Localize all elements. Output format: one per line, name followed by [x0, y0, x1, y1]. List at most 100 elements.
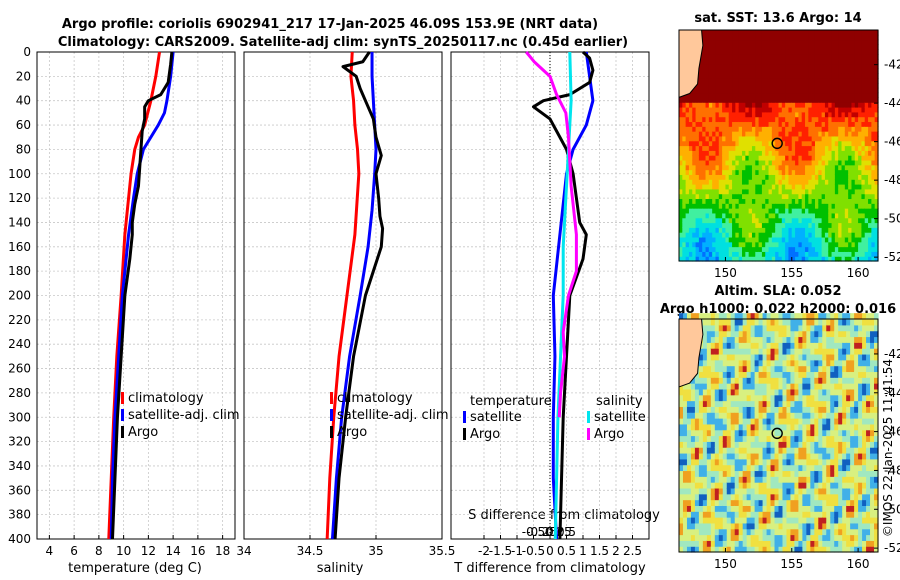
sla-map-cell [694, 505, 700, 512]
sla-map-cell [750, 499, 756, 506]
sst-map-cell [738, 256, 743, 262]
difference-xlabel: T difference from climatology [453, 561, 646, 576]
sst-map-cell [838, 97, 843, 103]
sla-map-cell [850, 447, 855, 454]
sst-map-cell [695, 121, 700, 127]
sst-map-cell [805, 208, 809, 214]
sla-map-cell [806, 319, 811, 326]
sla-map-cell [710, 406, 716, 413]
sla-map-cell [690, 400, 696, 407]
sla-map-cell [806, 470, 811, 477]
sst-map-cell [824, 241, 829, 248]
sst-map-cell [851, 44, 856, 50]
sst-map-cell [728, 82, 733, 89]
sla-map-cell [850, 377, 855, 384]
sst-map-cell [788, 150, 793, 156]
sst-map-cell [844, 131, 849, 137]
sst-map-cell [831, 145, 836, 151]
sla-map-cell [742, 330, 748, 338]
sst-map-cell [871, 179, 876, 185]
sst-map-cell [831, 193, 836, 200]
sla-map-cell [754, 388, 760, 396]
sla-map-cell [842, 423, 847, 431]
sla-map-cell [814, 493, 819, 501]
sla-map-cell [842, 540, 847, 547]
sst-map-cell [692, 193, 697, 200]
sst-map-cell [844, 107, 849, 113]
sst-map-cell [805, 73, 809, 79]
sst-map-cell [828, 256, 833, 262]
sst-map-cell [868, 116, 872, 123]
sst-map-cell [765, 126, 770, 132]
sst-map-cell [834, 150, 839, 156]
sla-map-cell [778, 429, 784, 437]
sst-map-cell [742, 107, 746, 113]
sla-map-cell [862, 499, 867, 506]
sst-map-cell [758, 203, 763, 209]
diff-xtick-label: 2 [612, 544, 620, 558]
sst-map-cell [814, 73, 819, 79]
sst-map-frame [678, 29, 879, 262]
sst-map-cell [718, 179, 723, 185]
sla-map-cell [782, 447, 788, 454]
sst-map-cell [748, 135, 753, 142]
sla-map-cell [786, 546, 792, 553]
sla-map-cell [754, 406, 760, 413]
sla-map-cell [822, 377, 827, 384]
sla-map-cell [730, 348, 736, 355]
sst-map-cell [742, 174, 746, 180]
sla-map-cell [790, 435, 796, 442]
sst-map-cell [718, 227, 723, 233]
sla-map-cell [690, 517, 696, 524]
sst-map-cell [692, 135, 697, 142]
sst-map-cell [705, 82, 710, 89]
sla-map-cell [778, 365, 784, 373]
sst-map-cell [775, 116, 780, 123]
sst-map-cell [722, 131, 727, 137]
sla-map-cell [690, 534, 696, 541]
sst-map-cell [718, 107, 723, 113]
sst-map-cell [791, 256, 796, 262]
sst-map-cell [688, 169, 693, 175]
sla-map-cell [746, 505, 752, 512]
sst-map-cell [788, 131, 793, 137]
sla-map-cell [714, 353, 720, 361]
sst-map-cell [765, 63, 770, 70]
sst-map-cell [718, 232, 723, 238]
sla-map-cell [838, 464, 843, 472]
sst-map-cell [848, 174, 853, 180]
sst-map-cell [692, 121, 697, 127]
sst-map-cell [768, 217, 773, 224]
sla-map-cell [750, 522, 756, 530]
depth-tick-label: 200 [8, 289, 31, 303]
sla-map-cell [850, 458, 855, 466]
sst-map-cell [861, 63, 866, 70]
sla-map-cell [770, 470, 776, 477]
sst-map-cell [821, 58, 826, 65]
sst-map-cell [834, 222, 839, 228]
sst-map-cell [715, 82, 720, 89]
sst-map-cell [679, 155, 683, 161]
sla-map-cell [718, 313, 724, 320]
sla-map-cell [738, 487, 744, 495]
sla-map-cell [798, 482, 803, 489]
sst-map-cell [768, 82, 773, 89]
sst-map-cell [858, 34, 863, 41]
sla-map-cell [794, 476, 799, 483]
sst-map-cell [692, 179, 697, 185]
sla-map-cell [690, 447, 696, 454]
sst-map-cell [712, 34, 717, 41]
sst-map-cell [798, 217, 803, 224]
sst-map-cell [725, 107, 730, 113]
sla-map-cell [742, 522, 748, 530]
sla-map-cell [818, 505, 823, 512]
sst-map-cell [722, 179, 727, 185]
sst-map-cell [851, 73, 856, 79]
sst-map-cell [868, 232, 872, 238]
sla-map-cell [818, 336, 823, 343]
sst-map-cell [868, 246, 872, 252]
sst-map-cell [811, 58, 816, 65]
sst-map-cell [718, 217, 723, 224]
sst-map-cell [735, 236, 740, 243]
sst-map-cell [814, 34, 819, 41]
